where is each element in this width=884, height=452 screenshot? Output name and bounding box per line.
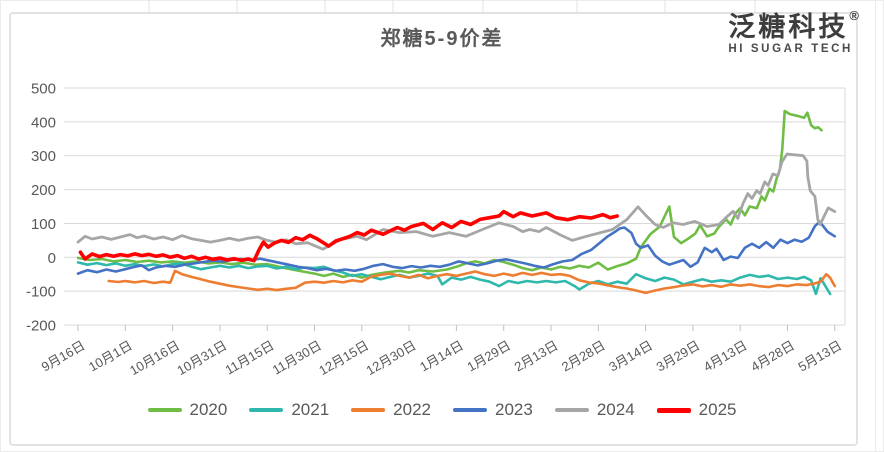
x-axis-tick-label: 10月16日 xyxy=(127,338,182,378)
y-axis-tick-label: 500 xyxy=(31,81,56,98)
legend-swatch-2020 xyxy=(147,408,182,412)
x-axis-tick-label: 12月30日 xyxy=(364,338,419,378)
legend-item-2023[interactable]: 2023 xyxy=(453,400,533,420)
x-axis-tick-label: 3月29日 xyxy=(654,338,703,375)
legend-item-2020[interactable]: 2020 xyxy=(147,400,228,420)
series-line-2025 xyxy=(78,209,620,263)
legend-item-2025[interactable]: 2025 xyxy=(656,400,737,420)
x-axis-tick-label: 11月30日 xyxy=(270,338,324,378)
x-axis-tick-label: 1月14日 xyxy=(417,338,466,375)
legend-swatch-2023 xyxy=(453,408,487,412)
legend-label-2025: 2025 xyxy=(698,400,737,419)
y-axis-tick-label: -100 xyxy=(26,284,56,301)
x-axis-tick-label: 1月29日 xyxy=(464,338,513,375)
legend-label-2020: 2020 xyxy=(189,400,228,419)
y-axis-tick-label: 200 xyxy=(31,182,56,199)
x-axis-tick-label: 11月15日 xyxy=(222,338,276,378)
x-axis-tick-label: 12月15日 xyxy=(316,338,371,378)
x-axis-tick-label: 4月13日 xyxy=(701,338,750,375)
legend-label-2023: 2023 xyxy=(495,400,533,419)
legend-swatch-2021 xyxy=(249,408,284,412)
y-axis-tick-label: 400 xyxy=(31,114,56,131)
x-axis-tick-label: 4月28日 xyxy=(748,338,797,375)
x-axis-tick-label: 5月13日 xyxy=(795,338,844,375)
legend-swatch-2025 xyxy=(656,407,691,413)
legend-item-2022[interactable]: 2022 xyxy=(351,400,431,420)
y-axis-tick-label: -200 xyxy=(26,318,56,335)
y-axis-tick-label: 100 xyxy=(31,216,56,233)
legend-swatch-2024 xyxy=(554,407,589,413)
x-axis-tick-label: 3月14日 xyxy=(606,338,655,375)
brand-name: 泛糖科技 xyxy=(728,12,849,42)
x-axis-tick-label: 2月28日 xyxy=(559,338,608,375)
legend-item-2024[interactable]: 2024 xyxy=(554,400,635,420)
brand-logo: 泛糖科技® HI SUGAR TECH xyxy=(728,9,859,56)
legend-label-2021: 2021 xyxy=(291,400,330,419)
legend-swatch-2022 xyxy=(351,408,386,412)
registered-trademark-icon: ® xyxy=(849,8,859,23)
x-axis-tick-label: 10月31日 xyxy=(174,338,229,378)
series-line-2022 xyxy=(107,269,837,295)
chart-title: 郑糖5-9价差 xyxy=(380,28,504,50)
legend-label-2024: 2024 xyxy=(596,400,635,419)
series-line-2021 xyxy=(76,261,832,296)
legend-item-2021[interactable]: 2021 xyxy=(249,400,329,420)
y-axis-tick-label: 0 xyxy=(48,250,56,267)
brand-name-row: 泛糖科技® xyxy=(728,9,859,42)
x-axis-tick-label: 9月16日 xyxy=(39,338,88,375)
x-axis-tick-label: 2月13日 xyxy=(512,338,561,375)
series-line-2024 xyxy=(76,152,837,251)
brand-tagline: HI SUGAR TECH xyxy=(728,43,853,56)
chart-legend: 2020 2021 2022 2023 2024 2025 xyxy=(0,397,884,423)
legend-label-2022: 2022 xyxy=(393,400,431,419)
x-axis-tick-label: 10月1日 xyxy=(86,338,135,375)
series-line-2023 xyxy=(76,220,837,275)
series-line-2020 xyxy=(76,109,823,279)
y-axis-tick-label: 300 xyxy=(31,148,56,165)
